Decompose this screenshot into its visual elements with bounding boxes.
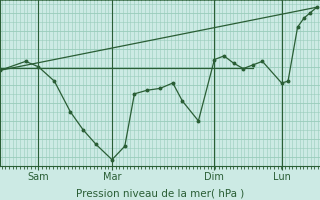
Text: Pression niveau de la mer( hPa ): Pression niveau de la mer( hPa )	[76, 188, 244, 198]
